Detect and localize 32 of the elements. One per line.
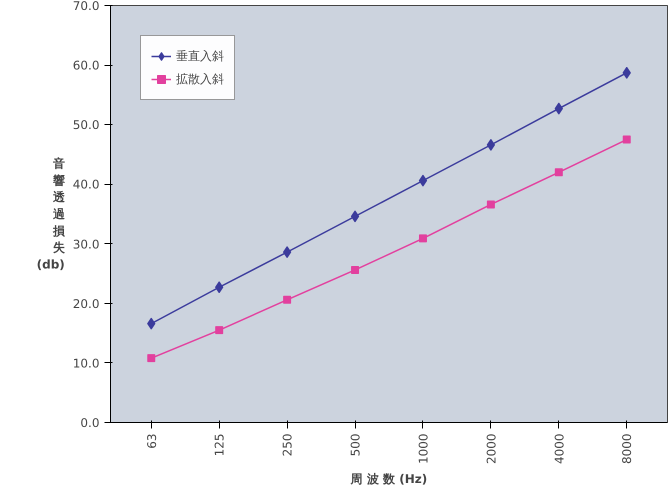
y-tick-label: 60.0 — [72, 58, 100, 73]
legend-label: 垂直入斜 — [176, 48, 224, 64]
y-tick-label: 20.0 — [72, 296, 100, 311]
point — [418, 174, 428, 187]
y-tick-label: 70.0 — [72, 0, 100, 13]
y-tick-label: 10.0 — [72, 356, 100, 370]
point — [282, 246, 292, 258]
point — [351, 266, 360, 274]
legend-label: 拡散入斜 — [176, 70, 224, 88]
x-tick-label: 500 — [348, 434, 363, 456]
point — [350, 210, 360, 222]
x-tick-label: 4000 — [552, 433, 566, 464]
y-tick-label: 0.0 — [80, 416, 100, 430]
x-tick-label: 1000 — [416, 433, 430, 464]
x-tick-label: 2000 — [484, 433, 498, 464]
point — [283, 296, 292, 304]
point — [486, 200, 495, 208]
y-tick-label: 30.0 — [72, 237, 100, 252]
point — [554, 168, 563, 176]
point — [418, 234, 427, 242]
y-tick-label: 40.0 — [72, 178, 100, 192]
point — [486, 138, 496, 151]
x-axis-title: 周 波 数 (Hz) — [350, 472, 428, 486]
x-tick-label: 250 — [280, 434, 295, 456]
point — [215, 326, 224, 334]
x-tick-label: 63 — [144, 433, 159, 449]
point — [147, 354, 156, 362]
point — [622, 136, 631, 144]
y-axis-title: 音響透過損失 (db) — [36, 156, 66, 272]
x-tick-label: 125 — [212, 434, 227, 456]
x-tick-label: 8000 — [620, 433, 634, 464]
y-tick-label: 50.0 — [72, 118, 100, 132]
